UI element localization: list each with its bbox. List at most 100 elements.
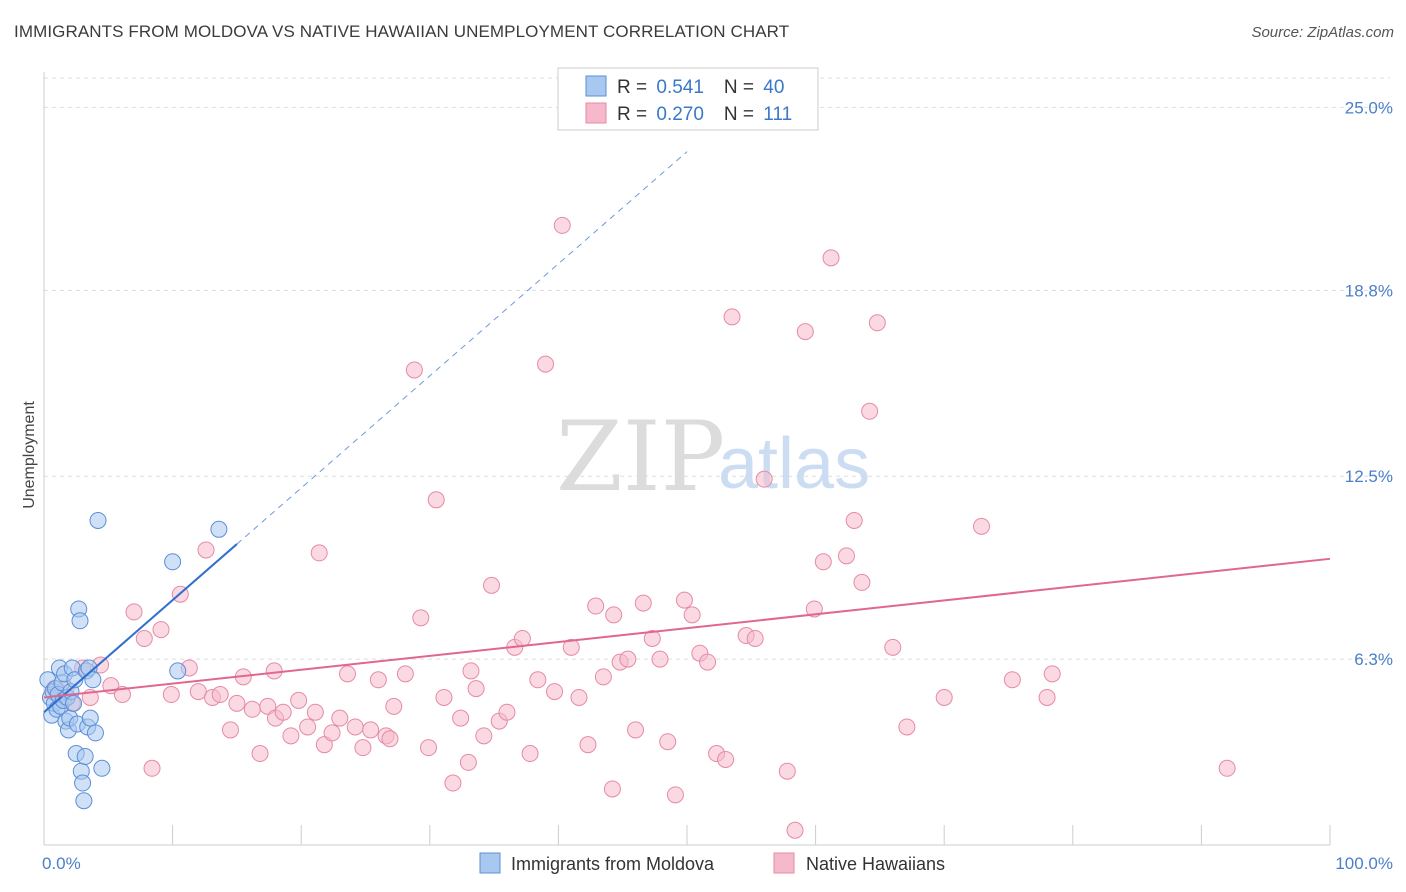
moldova-point xyxy=(169,662,187,680)
native-hawaiians-point xyxy=(619,650,637,668)
moldova-trend-line xyxy=(43,543,238,713)
chart-title: IMMIGRANTS FROM MOLDOVA VS NATIVE HAWAII… xyxy=(14,22,790,41)
gridlines xyxy=(44,77,1390,660)
native-hawaiians-point xyxy=(467,680,485,698)
native-hawaiians-point xyxy=(306,703,324,721)
y-tick-labels: 6.3% 12.5% 18.8% 25.0% xyxy=(1345,98,1393,669)
native-hawaiians-point xyxy=(666,786,684,804)
r-value-blue: 0.541 xyxy=(656,77,704,98)
native-hawaiians-point xyxy=(805,600,823,618)
series-legend: Immigrants from Moldova Native Hawaiians xyxy=(479,852,945,874)
native-hawaiians-point xyxy=(627,721,645,739)
moldova-point xyxy=(164,553,182,571)
native-hawaiians-point xyxy=(135,629,153,647)
native-hawaiians-point xyxy=(331,709,349,727)
n-value-blue: 40 xyxy=(763,77,784,98)
native-hawaiians-point xyxy=(605,606,623,624)
native-hawaiians-point xyxy=(1218,759,1236,777)
stats-row-pink: R = 0.270 N = 111 xyxy=(617,104,792,125)
moldova-point xyxy=(74,774,92,792)
stats-row-blue: R = 0.541 N = 40 xyxy=(617,77,784,98)
native-hawaiians-point xyxy=(282,727,300,745)
native-hawaiians-point xyxy=(459,753,477,771)
native-hawaiians-point xyxy=(162,686,180,704)
native-hawaiians-point xyxy=(570,688,588,706)
moldova-point xyxy=(93,759,111,777)
native-hawaiians-point xyxy=(796,323,814,341)
native-hawaiians-point xyxy=(1003,671,1021,689)
native-hawaiians-point xyxy=(683,606,701,624)
native-hawaiians-point xyxy=(483,576,501,594)
x-axis-ticks xyxy=(43,825,1331,845)
native-hawaiians-point xyxy=(814,553,832,571)
native-hawaiians-point xyxy=(396,665,414,683)
moldova-point xyxy=(89,511,107,529)
watermark-zip: ZIP xyxy=(556,401,725,513)
native-hawaiians-point xyxy=(152,621,170,639)
legend-swatch-moldova xyxy=(479,852,501,874)
r-label-pink: R = xyxy=(617,104,652,125)
native-hawaiians-point xyxy=(338,665,356,683)
moldova-point xyxy=(71,612,89,630)
moldova-point xyxy=(66,671,84,689)
n-value-pink: 111 xyxy=(763,104,792,125)
native-hawaiians-point xyxy=(323,724,341,742)
native-hawaiians-point xyxy=(385,697,403,715)
native-hawaiians-point xyxy=(699,653,717,671)
source-label: Source: ZipAtlas.com xyxy=(1251,24,1394,41)
native-hawaiians-point xyxy=(1038,688,1056,706)
native-hawaiians-point xyxy=(723,308,741,326)
native-hawaiians-point xyxy=(853,573,871,591)
native-hawaiians-point xyxy=(553,216,571,234)
native-hawaiians-point xyxy=(189,683,207,701)
native-hawaiians-point xyxy=(935,688,953,706)
native-hawaiians-point xyxy=(513,629,531,647)
trend-lines xyxy=(43,151,1331,713)
native-hawaiians-point xyxy=(315,736,333,754)
moldova-point xyxy=(76,747,94,765)
native-hawaiians-point xyxy=(435,688,453,706)
native-hawaiians-point xyxy=(822,249,840,267)
native-hawaiians-point xyxy=(643,629,661,647)
native-hawaiians-point xyxy=(369,671,387,689)
native-hawaiians-point xyxy=(537,355,555,373)
native-hawaiians-point xyxy=(299,718,317,736)
native-hawaiians-point xyxy=(274,703,292,721)
native-hawaiians-point xyxy=(529,671,547,689)
native-hawaiians-point xyxy=(562,638,580,656)
native-hawaiians-point xyxy=(837,547,855,565)
y-tick-label: 18.8% xyxy=(1345,281,1393,300)
native-hawaiians-point xyxy=(634,594,652,612)
native-hawaiians-point xyxy=(587,597,605,615)
native-hawaiians-point xyxy=(259,697,277,715)
native-hawaiians-point xyxy=(143,759,161,777)
native-hawaiians-point xyxy=(197,541,215,559)
native-hawaiians-point xyxy=(362,721,380,739)
native-hawaiians-trend-line xyxy=(43,557,1331,699)
moldova-point xyxy=(75,792,93,810)
native-hawaiians-point xyxy=(113,686,131,704)
moldova-point xyxy=(65,694,83,712)
native-hawaiians-point xyxy=(290,691,308,709)
native-hawaiians-point xyxy=(868,314,886,332)
native-hawaiians-point xyxy=(412,609,430,627)
native-hawaiians-point xyxy=(579,736,597,754)
legend-label-moldova: Immigrants from Moldova xyxy=(511,854,715,874)
y-tick-label: 25.0% xyxy=(1345,98,1393,117)
native-hawaiians-point xyxy=(444,774,462,792)
native-hawaiians-point xyxy=(778,762,796,780)
native-hawaiians-point xyxy=(243,700,261,718)
native-hawaiians-point xyxy=(475,727,493,745)
x-tick-label-min: 0.0% xyxy=(42,854,81,873)
native-hawaiians-point xyxy=(717,750,735,768)
native-hawaiians-point xyxy=(381,730,399,748)
native-hawaiians-point xyxy=(651,650,669,668)
native-hawaiians-point xyxy=(786,821,804,839)
native-hawaiians-point xyxy=(746,629,764,647)
n-label-blue: N = xyxy=(724,77,759,98)
n-label-pink: N = xyxy=(724,104,759,125)
moldova-point xyxy=(84,671,102,689)
moldova-point xyxy=(86,724,104,742)
moldova-trend-extension xyxy=(236,151,688,545)
native-hawaiians-point xyxy=(221,721,239,739)
